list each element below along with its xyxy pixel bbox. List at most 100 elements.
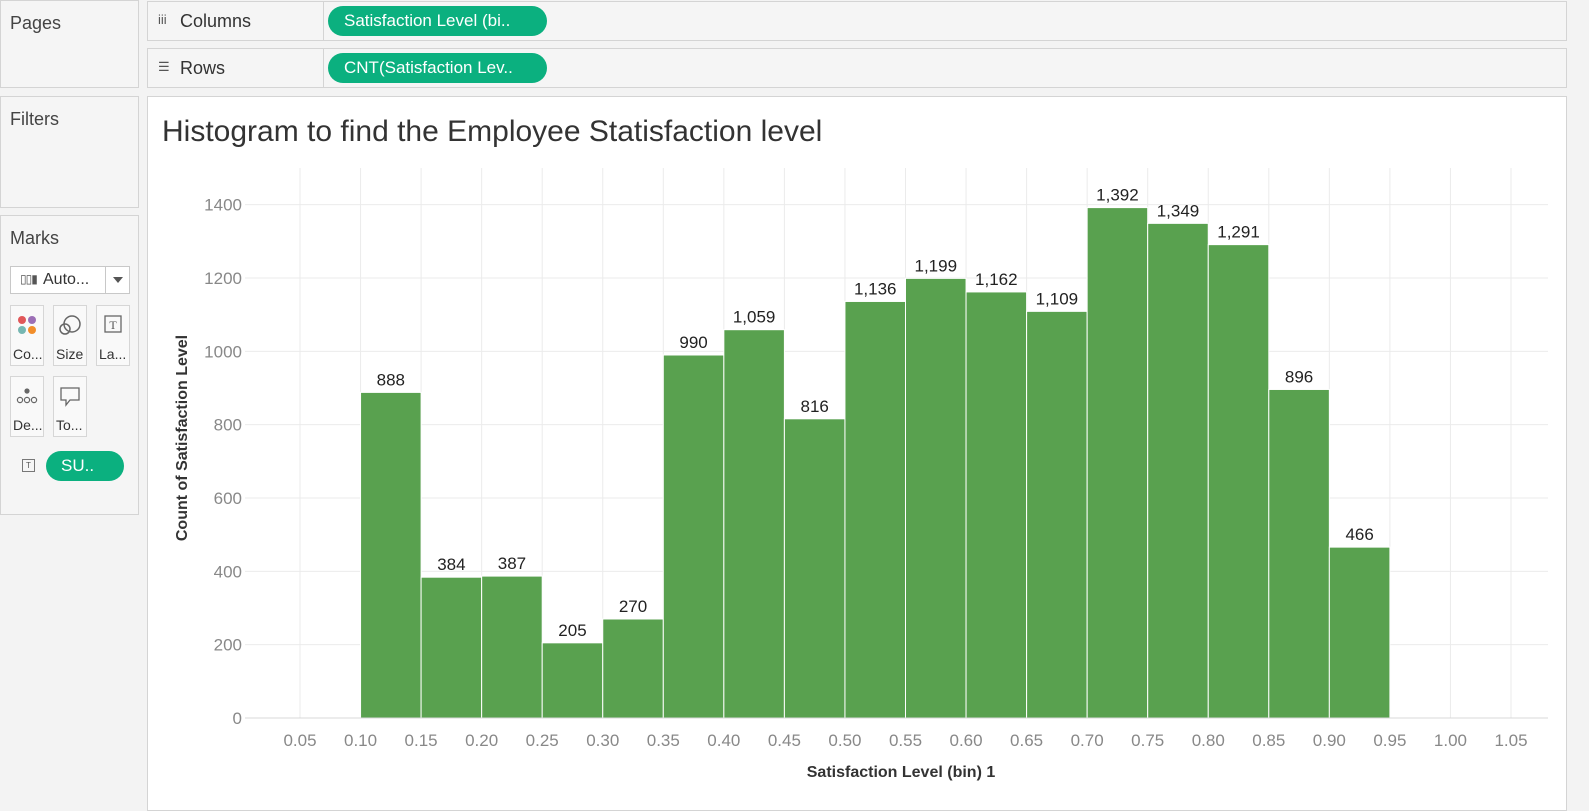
bar-value-label: 205 [558,621,586,640]
bar-value-label: 990 [679,333,707,352]
marks-title: Marks [10,228,59,248]
x-tick-label: 0.80 [1192,731,1225,750]
x-tick-label: 0.30 [586,731,619,750]
x-axis-title: Satisfaction Level (bin) 1 [807,764,996,781]
y-axis-title: Count of Satisfaction Level [174,335,191,541]
detail-button-label: De... [13,417,43,433]
size-button-label: Size [56,346,84,362]
label-button-label: La... [99,346,127,362]
bar-value-label: 1,136 [854,279,897,298]
x-tick-label: 0.20 [465,731,498,750]
histogram-bar[interactable] [1086,207,1149,719]
x-tick-label: 0.40 [707,731,740,750]
y-tick-label: 600 [214,489,242,508]
x-tick-label: 0.65 [1010,731,1043,750]
bar-value-label: 384 [437,555,465,574]
viz-area: Histogram to find the Employee Statisfac… [147,96,1567,811]
bar-chart-icon: ▯▯▮ [20,272,38,286]
mark-type-dropdown[interactable]: ▯▯▮ Auto... [10,266,130,294]
svg-text:T: T [109,318,117,332]
histogram-bar[interactable] [844,300,907,719]
histogram-bar[interactable] [1328,546,1391,719]
columns-pill[interactable]: Satisfaction Level (bi.. [328,6,547,36]
color-button[interactable]: Co... [10,305,44,366]
histogram-bar[interactable] [723,329,785,719]
histogram-bar[interactable] [481,575,543,719]
histogram-bar[interactable] [783,418,846,719]
rows-shelf-label-cell: ☰ Rows [148,49,324,87]
filters-card[interactable]: Filters [0,96,139,208]
columns-label: Columns [180,11,252,31]
histogram-bar[interactable] [1147,222,1209,719]
x-tick-label: 0.35 [647,731,680,750]
histogram-bar[interactable] [905,277,967,719]
label-field-icon: T [22,459,35,472]
x-tick-label: 0.70 [1071,731,1104,750]
y-tick-label: 1200 [204,269,242,288]
bar-value-label: 816 [800,397,828,416]
size-button[interactable]: Size [53,305,87,366]
histogram-bar[interactable] [602,618,664,719]
y-tick-label: 0 [233,709,242,728]
y-tick-label: 400 [214,562,242,581]
bar-value-label: 1,059 [733,308,776,327]
bar-value-label: 1,392 [1096,186,1139,205]
y-tick-label: 800 [214,416,242,435]
histogram-bar[interactable] [541,642,604,719]
x-tick-label: 0.25 [526,731,559,750]
x-tick-label: 0.45 [768,731,801,750]
rows-icon: ☰ [158,59,170,74]
x-tick-label: 1.00 [1434,731,1467,750]
histogram-bar[interactable] [1268,388,1330,719]
histogram-bar[interactable] [1026,310,1088,719]
histogram-bar[interactable] [1207,244,1270,719]
filters-title: Filters [10,109,59,129]
x-tick-label: 0.90 [1313,731,1346,750]
marks-label-pill[interactable]: SU.. [46,451,124,481]
pages-title: Pages [10,13,62,33]
chevron-down-icon[interactable] [105,267,129,293]
histogram-bar[interactable] [965,291,1028,719]
x-tick-label: 0.60 [950,731,983,750]
columns-shelf[interactable]: iii Columns Satisfaction Level (bi.. [147,1,1567,41]
bar-value-label: 1,291 [1217,223,1260,242]
x-tick-label: 0.75 [1131,731,1164,750]
chart-title: Histogram to find the Employee Statisfac… [162,115,823,148]
x-tick-label: 0.10 [344,731,377,750]
marks-card: Marks ▯▯▮ Auto... Co... Size T La... [0,215,139,515]
columns-icon: iii [158,12,167,27]
histogram-bar[interactable] [662,354,725,719]
histogram-bar[interactable] [360,391,422,719]
bar-value-label: 1,199 [915,256,958,275]
pages-card[interactable]: Pages [0,0,139,88]
color-button-label: Co... [13,346,43,362]
rows-label: Rows [180,58,226,78]
histogram-bar[interactable] [420,576,483,719]
bar-value-label: 270 [619,597,647,616]
tooltip-icon [60,387,80,407]
detail-icon [16,388,38,404]
tooltip-button[interactable]: To... [53,376,87,437]
label-button[interactable]: T La... [96,305,130,366]
bar-value-label: 1,109 [1036,289,1079,308]
color-icon [18,316,36,334]
rows-shelf[interactable]: ☰ Rows CNT(Satisfaction Lev.. [147,48,1567,88]
detail-button[interactable]: De... [10,376,44,437]
y-tick-label: 1400 [204,196,242,215]
x-tick-label: 0.85 [1252,731,1285,750]
size-icon [59,315,81,335]
bar-value-label: 888 [377,370,405,389]
y-tick-label: 1000 [204,342,242,361]
x-tick-label: 0.15 [405,731,438,750]
x-tick-label: 0.50 [828,731,861,750]
histogram-chart[interactable]: 888 384 387 205 270 990 1,059 816 1,136 1,199 1,16… [148,97,1566,810]
y-tick-label: 200 [214,636,242,655]
tooltip-button-label: To... [56,417,83,433]
label-icon: T [104,315,122,333]
bar-value-label: 1,162 [975,270,1018,289]
rows-pill[interactable]: CNT(Satisfaction Lev.. [328,53,547,83]
x-tick-label: 0.05 [283,731,316,750]
bar-value-label: 1,349 [1157,201,1200,220]
bar-value-label: 466 [1345,525,1373,544]
bar-value-label: 896 [1285,367,1313,386]
